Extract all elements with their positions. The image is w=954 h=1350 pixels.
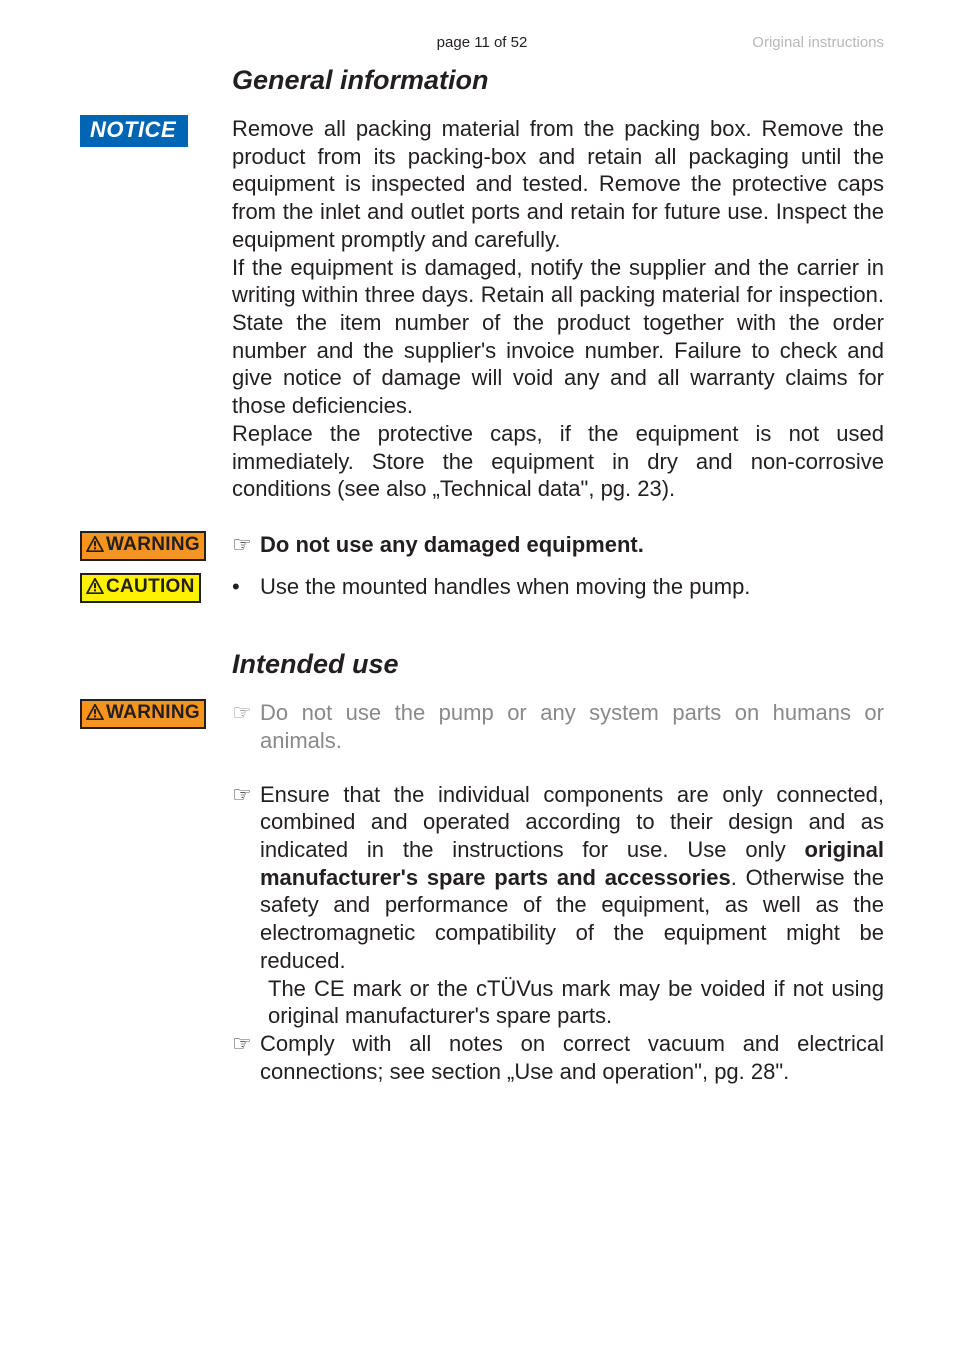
notice-para-2: If the equipment is damaged, notify the … [232,254,884,420]
section-heading-general: General information [232,63,884,97]
intended-item-3: Comply with all notes on correct vacuum … [260,1030,884,1085]
notice-label: NOTICE [80,115,188,147]
pointer-icon: ☞ [232,781,260,975]
caution-text: Use the mounted handles when moving the … [260,573,884,601]
caution-label: CAUTION [80,573,201,603]
intended-item-2a: Ensure that the individual components ar… [260,782,884,862]
warning-triangle-icon [86,536,104,558]
notice-body: Remove all packing material from the pac… [232,115,884,503]
pointer-icon: ☞ [232,1030,260,1085]
intended-item-2: Ensure that the individual components ar… [260,781,884,975]
warning-label-text: WARNING [106,702,200,723]
caution-label-text: CAUTION [106,576,195,597]
warning-triangle-icon [86,578,104,600]
warning-triangle-icon [86,704,104,726]
intended-rest: ☞ Ensure that the individual components … [232,781,884,1086]
page-header: page 11 of 52 Original instructions [80,34,884,51]
page-number: page 11 of 52 [280,34,684,51]
section-heading-intended: Intended use [232,647,884,681]
warning-label: WARNING [80,531,206,561]
warning-text: Do not use any damaged equipment. [260,532,644,557]
caution-body: • Use the mounted handles when moving th… [232,573,884,601]
notice-para-1: Remove all packing material from the pac… [232,115,884,254]
pointer-icon: ☞ [232,531,260,559]
intended-item-2d: The CE mark or the cTÜVus mark may be vo… [232,975,884,1030]
warning-label-text: WARNING [106,534,200,555]
bullet-icon: • [232,573,260,601]
warning-label: WARNING [80,699,206,729]
intended-item-1-text: Do not use the pump or any system parts … [260,699,884,754]
intended-item-1: ☞ Do not use the pump or any system part… [232,699,884,754]
warning-body: ☞Do not use any damaged equipment. [232,531,884,559]
header-right: Original instructions [684,34,884,51]
notice-para-3: Replace the protective caps, if the equi… [232,420,884,503]
pointer-icon: ☞ [232,699,260,754]
